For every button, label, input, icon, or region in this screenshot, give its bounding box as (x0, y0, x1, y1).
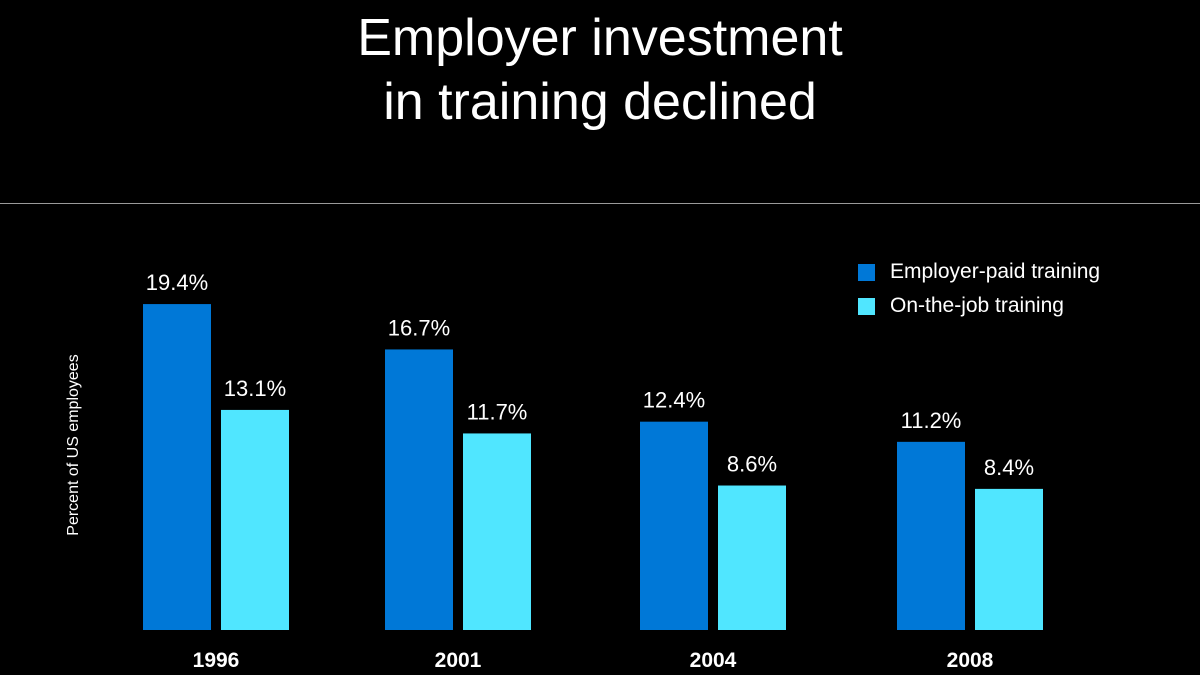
data-label-employer-paid-training-2008: 11.2% (901, 408, 962, 433)
legend-item-employer-paid: Employer-paid training (858, 255, 1100, 289)
bar-on-the-job-training-2004 (718, 485, 786, 630)
bar-employer-paid-training-2004 (640, 421, 708, 630)
data-label-employer-paid-training-1996: 19.4% (146, 270, 208, 295)
bar-employer-paid-training-2008 (897, 441, 965, 630)
title-divider (0, 203, 1200, 204)
legend-label-on-the-job: On-the-job training (890, 294, 1064, 317)
chart-title-line-2: in training declined (383, 73, 817, 131)
chart-title-line-1: Employer investment (357, 9, 843, 67)
bar-employer-paid-training-1996 (143, 304, 211, 630)
data-label-employer-paid-training-2001: 16.7% (388, 315, 450, 340)
data-label-on-the-job-training-2004: 8.6% (727, 452, 777, 477)
data-label-on-the-job-training-2001: 11.7% (467, 399, 528, 424)
data-label-employer-paid-training-2004: 12.4% (643, 388, 705, 413)
x-tick-label-1996: 1996 (193, 649, 240, 672)
legend-label-employer-paid: Employer-paid training (890, 260, 1101, 283)
legend-item-on-the-job: On-the-job training (858, 289, 1100, 323)
x-tick-label-2008: 2008 (947, 649, 994, 672)
x-tick-label-2001: 2001 (435, 649, 482, 672)
data-label-on-the-job-training-2008: 8.4% (984, 455, 1034, 480)
legend-swatch-employer-paid (858, 263, 875, 281)
legend: Employer-paid training On-the-job traini… (858, 255, 1100, 323)
bar-on-the-job-training-2001 (463, 433, 531, 630)
bar-on-the-job-training-2008 (975, 488, 1043, 630)
bar-employer-paid-training-2001 (385, 349, 453, 630)
legend-swatch-on-the-job (858, 297, 875, 315)
data-label-on-the-job-training-1996: 13.1% (224, 376, 286, 401)
chart-title: Employer investment in training declined (0, 6, 1200, 134)
x-tick-label-2004: 2004 (690, 649, 737, 672)
bar-on-the-job-training-1996 (221, 409, 289, 630)
